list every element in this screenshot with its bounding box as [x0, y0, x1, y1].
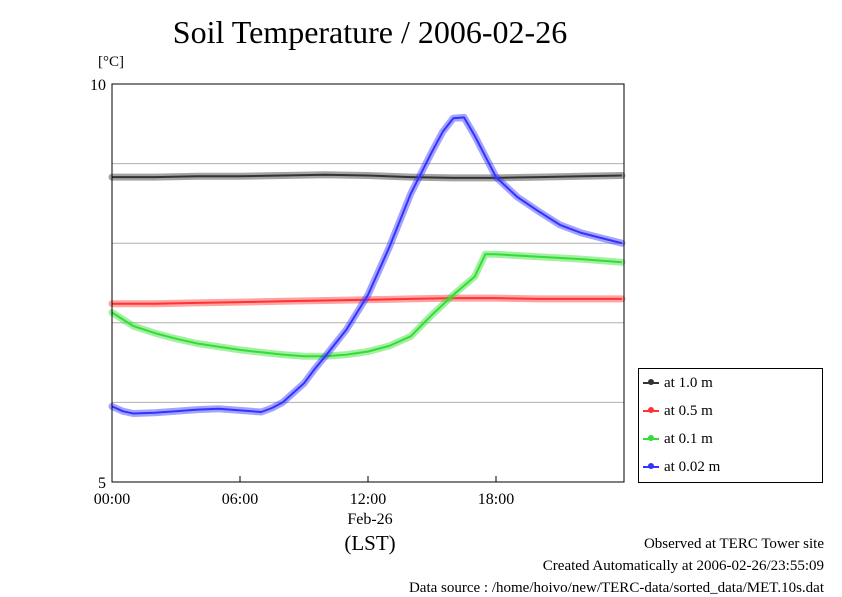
legend-item: at 0.02 m — [643, 457, 720, 477]
footer-source: Data source : /home/hoivo/new/TERC-data/… — [408, 580, 824, 596]
legend-label: at 1.0 m — [664, 374, 713, 391]
legend-swatch — [643, 435, 659, 441]
legend-swatch — [643, 379, 659, 385]
legend-label: at 0.1 m — [664, 430, 713, 447]
series-group — [108, 113, 626, 417]
legend-label: at 0.02 m — [664, 458, 721, 475]
x-tick-label: 12:00 — [350, 491, 386, 508]
axis-ticks: 00:00 06:00 12:00 18:00 5 10 — [90, 77, 514, 508]
legend-swatch — [643, 463, 659, 469]
x-tick-label: 06:00 — [222, 491, 258, 508]
legend-label: at 0.5 m — [664, 402, 713, 419]
series-line-0 — [112, 173, 622, 179]
y-axis-unit-label: [°C] — [98, 54, 124, 70]
y-tick-label: 10 — [90, 77, 106, 94]
footer-site: Observed at TERC Tower site — [643, 536, 824, 552]
legend-swatch — [643, 407, 659, 413]
series-line-3 — [111, 116, 623, 415]
x-tick-label: 18:00 — [478, 491, 514, 508]
legend-item: at 0.5 m — [643, 401, 713, 421]
grid-lines — [112, 163, 624, 403]
chart-title: Soil Temperature / 2006-02-26 — [172, 14, 568, 50]
footer-created: Created Automatically at 2006-02-26/23:5… — [542, 558, 824, 574]
legend-item: at 1.0 m — [643, 373, 713, 393]
plot-frame — [111, 83, 625, 483]
x-axis-date-label: Feb-26 — [347, 511, 393, 528]
x-axis-title: (LST) — [344, 531, 396, 555]
legend: at 1.0 m at 0.5 m at 0.1 m at 0.02 m — [638, 368, 823, 483]
y-tick-label: 5 — [98, 475, 106, 492]
x-tick-label: 00:00 — [94, 491, 130, 508]
legend-item: at 0.1 m — [643, 429, 713, 449]
series-band-3 — [108, 113, 626, 417]
series-line-1 — [112, 297, 622, 305]
series-line-2 — [111, 253, 622, 358]
